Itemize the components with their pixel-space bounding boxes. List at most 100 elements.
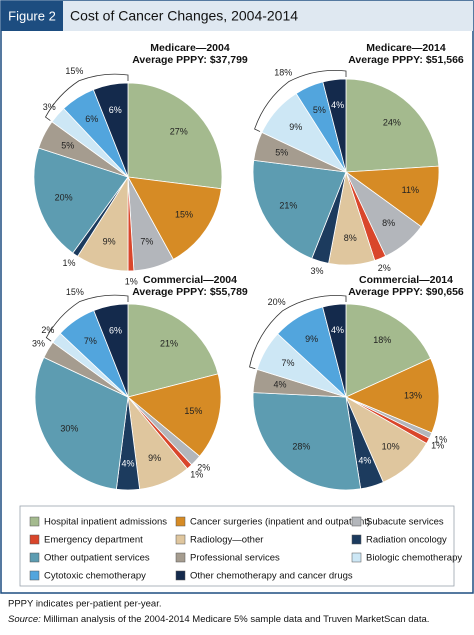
header-title: Cost of Cancer Changes, 2004-2014 bbox=[70, 8, 298, 24]
slice-label: 18% bbox=[373, 335, 391, 345]
slice-label: 1% bbox=[190, 469, 203, 479]
legend-label: Hospital inpatient admissions bbox=[44, 517, 167, 528]
pie-slice bbox=[345, 303, 432, 398]
legend-label: Other outpatient services bbox=[44, 553, 150, 564]
legend-swatch bbox=[351, 534, 362, 545]
slice-label: 1% bbox=[431, 440, 444, 450]
legend-label: Radiology—other bbox=[190, 535, 263, 546]
slice-label: 7% bbox=[140, 236, 153, 246]
pie-subtitle: Average PPPY: $90,656 bbox=[348, 286, 464, 298]
legend-label: Subacute services bbox=[366, 517, 444, 528]
legend-swatch bbox=[175, 570, 186, 581]
pie-slice bbox=[127, 373, 222, 457]
legend-label: Professional services bbox=[190, 553, 280, 564]
legend-swatch bbox=[175, 552, 186, 563]
bracket bbox=[44, 73, 129, 121]
slice-label: 3% bbox=[43, 102, 56, 112]
slice-label: 9% bbox=[289, 122, 302, 132]
bracket-label: 15% bbox=[65, 66, 83, 76]
legend-swatch bbox=[351, 516, 362, 527]
slice-label: 4% bbox=[358, 456, 371, 466]
slice-label: 4% bbox=[331, 100, 344, 110]
slice-label: 1% bbox=[125, 276, 138, 286]
legend-label: Biologic chemotherapy bbox=[366, 553, 462, 564]
slice-label: 4% bbox=[121, 458, 134, 468]
slice-label: 28% bbox=[292, 441, 310, 451]
pie-subtitle: Average PPPY: $55,789 bbox=[132, 286, 248, 298]
slice-label: 9% bbox=[103, 236, 116, 246]
pie-slice bbox=[252, 159, 347, 259]
slice-label: 7% bbox=[282, 358, 295, 368]
pie-subtitle: Average PPPY: $51,566 bbox=[348, 54, 464, 66]
slice-label: 24% bbox=[383, 118, 401, 128]
pie-slice bbox=[252, 392, 362, 491]
pie-slice bbox=[127, 176, 222, 260]
legend-swatch bbox=[29, 516, 40, 527]
slice-label: 9% bbox=[305, 334, 318, 344]
pie-slice bbox=[93, 303, 129, 398]
source: Source: Milliman analysis of the 2004-20… bbox=[8, 614, 429, 625]
note: PPPY indicates per-patient per-year. bbox=[8, 599, 162, 610]
slice-label: 6% bbox=[109, 105, 122, 115]
legend-swatch bbox=[29, 552, 40, 563]
slice-label: 11% bbox=[402, 185, 419, 195]
slice-label: 27% bbox=[170, 127, 188, 137]
slice-label: 5% bbox=[313, 105, 326, 115]
slice-label: 8% bbox=[382, 218, 395, 228]
legend-box bbox=[19, 505, 455, 587]
pie-title: Medicare—2004 bbox=[150, 42, 230, 54]
bracket bbox=[249, 295, 347, 370]
pie-title: Commercial—2004 bbox=[143, 274, 237, 286]
slice-label: 30% bbox=[60, 424, 78, 434]
slice-label: 4% bbox=[274, 380, 287, 390]
pie-slice bbox=[92, 82, 129, 178]
slice-label: 1% bbox=[62, 258, 75, 268]
figure-label-box bbox=[1, 1, 63, 31]
figure-label: Figure 2 bbox=[8, 8, 56, 23]
slice-label: 6% bbox=[85, 114, 98, 124]
legend-label: Cytotoxic chemotherapy bbox=[44, 571, 146, 582]
slice-label: 15% bbox=[175, 209, 193, 219]
pie-slice bbox=[345, 357, 440, 434]
slice-label: 2% bbox=[41, 325, 54, 335]
slice-label: 8% bbox=[344, 233, 357, 243]
slice-label: 21% bbox=[160, 338, 178, 348]
source-text: Milliman analysis of the 2004-2014 Medic… bbox=[41, 614, 430, 625]
slice-label: 1% bbox=[434, 435, 447, 445]
pie-slice bbox=[322, 303, 347, 398]
slice-label: 20% bbox=[55, 192, 73, 202]
slice-label: 2% bbox=[378, 263, 391, 273]
legend-label: Other chemotherapy and cancer drugs bbox=[190, 571, 353, 582]
legend-swatch bbox=[29, 534, 40, 545]
slice-label: 13% bbox=[404, 390, 422, 400]
legend-swatch bbox=[29, 570, 40, 581]
pie-title: Medicare—2014 bbox=[366, 42, 446, 54]
source-label: Source: bbox=[8, 614, 41, 625]
bracket-label: 15% bbox=[66, 287, 84, 297]
slice-label: 21% bbox=[279, 200, 297, 210]
legend-swatch bbox=[351, 552, 362, 563]
header-bar bbox=[1, 1, 473, 31]
legend-label: Emergency department bbox=[44, 535, 143, 546]
legend-swatch bbox=[175, 534, 186, 545]
pie-slice bbox=[127, 303, 219, 398]
legend-swatch bbox=[175, 516, 186, 527]
bracket bbox=[45, 294, 129, 342]
pie-title: Commercial—2014 bbox=[359, 274, 453, 286]
slice-label: 5% bbox=[61, 141, 74, 151]
legend-label: Radiation oncology bbox=[366, 535, 447, 546]
pie-subtitle: Average PPPY: $37,799 bbox=[132, 54, 248, 66]
bracket-label: 18% bbox=[274, 68, 292, 78]
slice-label: 6% bbox=[109, 326, 122, 336]
pie-slice bbox=[33, 147, 129, 254]
legend-label: Cancer surgeries (inpatient and outpatie… bbox=[190, 517, 370, 528]
slice-label: 10% bbox=[382, 441, 400, 451]
slice-label: 7% bbox=[84, 336, 97, 346]
pie-slice bbox=[34, 356, 129, 490]
slice-label: 4% bbox=[331, 325, 344, 335]
slice-label: 5% bbox=[275, 148, 288, 158]
pie-slice bbox=[322, 78, 347, 173]
slice-label: 9% bbox=[148, 453, 161, 463]
pie-slice bbox=[345, 78, 440, 173]
